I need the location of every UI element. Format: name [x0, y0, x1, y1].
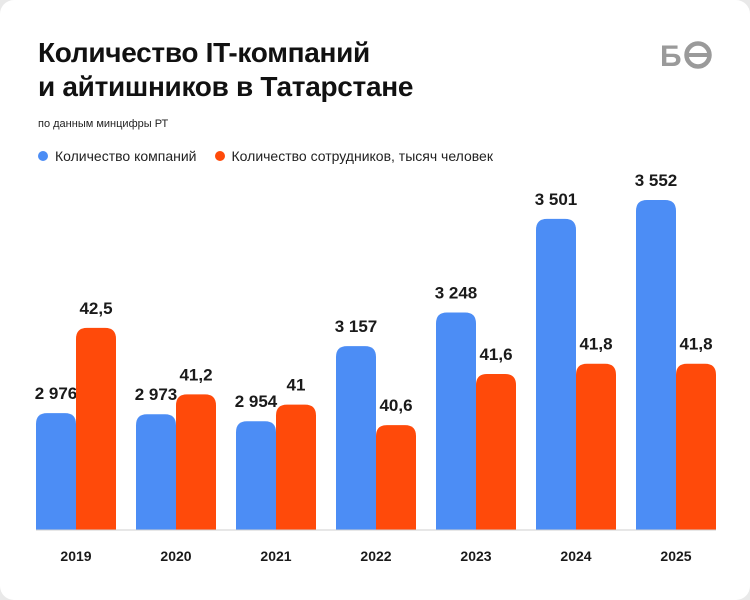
bar-employees-2024 [576, 363, 616, 530]
chart-title-line-2: и айтишников в Татарстане [38, 71, 414, 102]
category-label-2025: 2025 [660, 548, 691, 564]
value-label-companies-2022: 3 157 [335, 317, 378, 336]
bar-companies-2025 [636, 200, 676, 530]
value-label-employees-2021: 41 [287, 376, 306, 395]
value-label-companies-2025: 3 552 [635, 171, 678, 190]
category-label-2023: 2023 [460, 548, 491, 564]
bar-employees-2025 [676, 363, 716, 530]
value-label-companies-2021: 2 954 [235, 392, 278, 411]
chart-title: Количество IT-компаний и айтишников в Та… [38, 36, 413, 104]
bo-logo-text: Б [660, 40, 682, 70]
value-label-employees-2022: 40,6 [379, 396, 412, 415]
category-label-2020: 2020 [160, 548, 191, 564]
bar-companies-2020 [136, 414, 176, 530]
chart-title-line-1: Количество IT-компаний [38, 37, 370, 68]
legend-item-employees: Количество сотрудников, тысяч человек [214, 148, 493, 164]
bar-employees-2019 [76, 327, 116, 530]
value-label-employees-2025: 41,8 [679, 335, 712, 354]
legend-label-companies: Количество компаний [55, 148, 197, 164]
bar-companies-2023 [436, 312, 476, 530]
legend-item-companies: Количество компаний [38, 148, 197, 164]
value-label-companies-2020: 2 973 [135, 385, 178, 404]
value-label-employees-2024: 41,8 [579, 335, 612, 354]
bar-companies-2021 [236, 421, 276, 530]
value-label-companies-2024: 3 501 [535, 190, 578, 209]
bar-employees-2020 [176, 394, 216, 530]
chart-legend: Количество компаний Количество сотрудник… [38, 148, 511, 164]
value-label-companies-2023: 3 248 [435, 283, 478, 302]
bar-employees-2023 [476, 373, 516, 530]
bar-companies-2024 [536, 218, 576, 530]
bo-logo-icon: Б [660, 40, 712, 70]
category-label-2024: 2024 [560, 548, 591, 564]
category-label-2022: 2022 [360, 548, 391, 564]
legend-label-employees: Количество сотрудников, тысяч человек [231, 148, 493, 164]
category-label-2019: 2019 [60, 548, 91, 564]
category-label-2021: 2021 [260, 548, 291, 564]
bar-companies-2019 [36, 413, 76, 530]
legend-swatch-employees [214, 151, 225, 161]
value-label-employees-2020: 41,2 [179, 365, 212, 384]
bar-employees-2021 [276, 404, 316, 530]
value-label-employees-2023: 41,6 [479, 345, 512, 364]
chart-subtitle: по данным минцифры РТ [38, 118, 169, 130]
bar-employees-2022 [376, 425, 416, 530]
legend-swatch-companies [38, 151, 48, 161]
bar-companies-2022 [336, 346, 376, 530]
value-label-companies-2019: 2 976 [35, 384, 78, 403]
value-label-employees-2019: 42,5 [79, 299, 112, 318]
